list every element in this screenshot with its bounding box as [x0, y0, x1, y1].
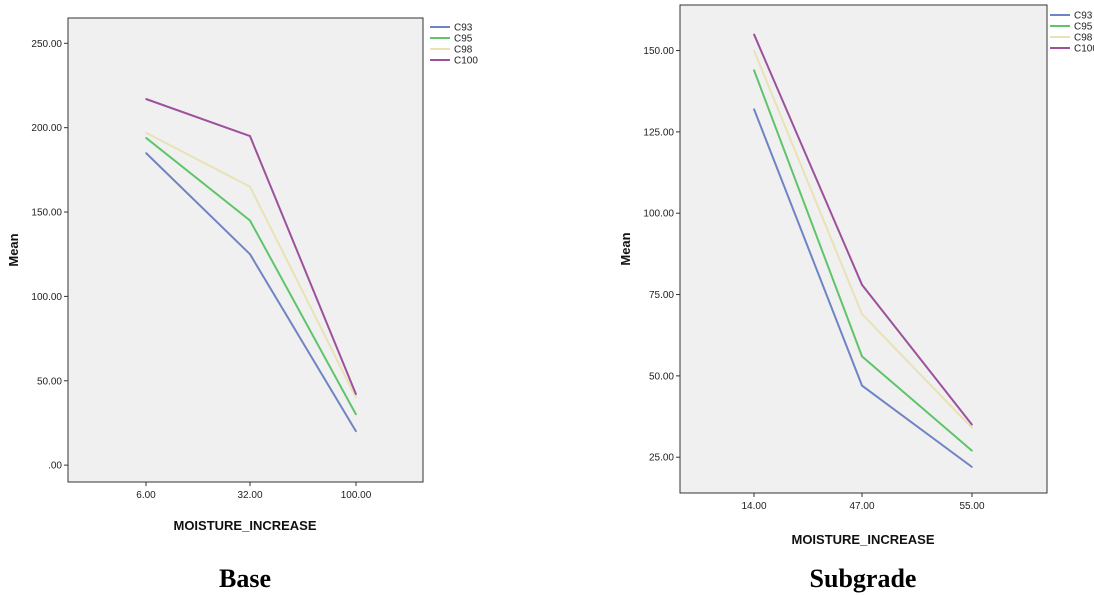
data-point-c98 [249, 185, 251, 188]
y-axis-title: Mean [618, 232, 633, 265]
chart-caption: Subgrade [810, 564, 917, 593]
data-point-c95 [355, 413, 357, 416]
y-tick-label: 100.00 [643, 209, 674, 220]
x-tick-label: 47.00 [849, 501, 874, 512]
data-point-c95 [753, 69, 755, 71]
y-tick-label: 150.00 [31, 208, 62, 219]
data-point-c100 [753, 33, 755, 36]
x-tick-label: 55.00 [959, 501, 984, 512]
y-tick-label: 25.00 [649, 453, 674, 464]
data-point-c93 [971, 466, 973, 468]
legend-label: C95 [454, 34, 473, 45]
data-point-c98 [145, 131, 147, 134]
legend-label: C95 [1074, 22, 1093, 33]
legend-label: C93 [454, 23, 473, 34]
chart-1: .00 50.00 100.00 150.00 200.00 250.00 6.00 32.0… [6, 17, 478, 593]
legend-label: C98 [454, 45, 473, 56]
plot-area [679, 4, 1048, 494]
x-tick-label: 100.00 [341, 490, 372, 501]
data-point-c95 [249, 219, 251, 222]
y-axis-title: Mean [6, 233, 21, 266]
data-point-c95 [971, 449, 973, 452]
y-tick-label: 200.00 [31, 123, 62, 134]
data-point-c93 [753, 108, 755, 110]
data-point-c95 [145, 137, 147, 139]
y-tick-label: 250.00 [31, 39, 62, 50]
data-point-c100 [355, 393, 357, 396]
data-point-c100 [971, 423, 973, 426]
y-tick-label: 75.00 [649, 290, 674, 301]
y-tick-label: 125.00 [643, 127, 674, 138]
chart-caption: Base [219, 564, 271, 593]
y-tick-label: .00 [48, 461, 62, 472]
data-point-c93 [861, 384, 863, 387]
x-tick-label: 32.00 [237, 490, 262, 501]
y-tick-label: 50.00 [649, 371, 674, 382]
x-tick-label: 14.00 [741, 501, 766, 512]
data-point-c93 [145, 152, 147, 154]
data-point-c98 [861, 313, 863, 315]
y-tick-label: 100.00 [31, 292, 62, 303]
data-point-c98 [753, 49, 755, 52]
data-point-c98 [355, 396, 357, 399]
legend-label: C98 [1074, 33, 1093, 44]
y-tick-label: 150.00 [643, 46, 674, 57]
legend-label: C93 [1074, 11, 1093, 22]
x-axis-title: MOISTURE_INCREASE [173, 518, 316, 533]
legend-label: C100 [454, 56, 478, 67]
data-point-c98 [971, 427, 973, 429]
legend-label: C100 [1074, 44, 1094, 55]
data-point-c100 [861, 284, 863, 286]
data-point-c100 [145, 98, 147, 100]
data-point-c95 [861, 355, 863, 358]
x-axis-title: MOISTURE_INCREASE [791, 532, 934, 547]
data-point-c100 [249, 135, 251, 137]
y-tick-label: 50.00 [37, 376, 62, 387]
data-point-c93 [249, 253, 251, 255]
data-point-c93 [355, 430, 357, 433]
chart-2: 25.00 50.00 75.00 100.00 125.00 150.00 14.00 47… [618, 4, 1094, 593]
x-tick-label: 6.00 [136, 490, 156, 501]
